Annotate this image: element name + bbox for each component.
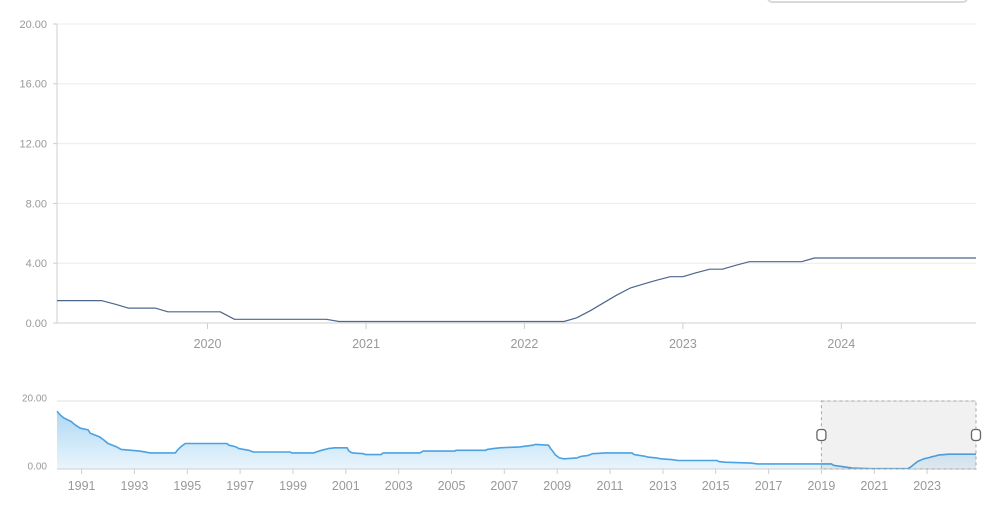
navigator-x-tick-label: 1993 xyxy=(120,479,148,493)
navigator-series-line xyxy=(56,410,976,470)
navigator-x-tick-label: 2019 xyxy=(807,479,835,493)
navigator-x-tick-label: 1991 xyxy=(68,479,96,493)
navigator-x-tick-label: 2017 xyxy=(755,479,783,493)
navigator-right-handle[interactable] xyxy=(970,428,982,442)
navigator-x-tick-label: 1997 xyxy=(226,479,254,493)
navigator-x-tick-label: 2005 xyxy=(438,479,466,493)
navigator-selected-range[interactable] xyxy=(820,400,977,470)
main-y-labels: 0.00 4.00 8.00 12.00 16.00 20.00 xyxy=(19,19,47,330)
navigator-x-tick-label: 2015 xyxy=(702,479,730,493)
main-y-tick-label: 12.00 xyxy=(19,139,47,151)
main-x-labels: 2020 2021 2022 2023 2024 xyxy=(194,323,855,351)
navigator-x-tick-label: 2001 xyxy=(332,479,360,493)
main-y-tick-label: 16.00 xyxy=(19,79,47,91)
navigator-left-handle[interactable] xyxy=(816,428,827,442)
main-x-tick-label: 2020 xyxy=(194,337,222,351)
main-x-tick-label: 2021 xyxy=(352,337,380,351)
main-x-tick-label: 2022 xyxy=(510,337,538,351)
navigator-x-tick-label: 2013 xyxy=(649,479,677,493)
main-plot-area[interactable] xyxy=(57,24,976,323)
navigator-x-tick-label: 2023 xyxy=(913,479,941,493)
navigator-x-tick-label: 1999 xyxy=(279,479,307,493)
navigator-x-tick-label: 1995 xyxy=(173,479,201,493)
navigator-x-tick-label: 2009 xyxy=(543,479,571,493)
main-y-tick-label: 4.00 xyxy=(26,258,47,270)
main-x-tick-label: 2024 xyxy=(827,337,855,351)
navigator-x-labels: 1991 1993 1995 1997 1999 2001 2003 2005 2007 2009… xyxy=(68,469,941,493)
navigator-area-fill xyxy=(57,411,976,469)
navigator-y-tick-label: 20.00 xyxy=(22,394,47,405)
main-x-tick-label: 2023 xyxy=(669,337,697,351)
navigator-x-tick-label: 2021 xyxy=(860,479,888,493)
main-y-tick-label: 8.00 xyxy=(26,198,47,210)
navigator-x-tick-label: 2007 xyxy=(490,479,518,493)
navigator-x-tick-label: 2003 xyxy=(385,479,413,493)
main-y-tick-label: 0.00 xyxy=(26,318,47,330)
navigator-x-tick-label: 2011 xyxy=(597,479,624,493)
main-grid xyxy=(53,23,976,324)
navigator-y-tick-label: 0.00 xyxy=(28,462,48,473)
main-series-line xyxy=(57,257,976,323)
main-y-tick-label: 20.00 xyxy=(19,19,47,31)
